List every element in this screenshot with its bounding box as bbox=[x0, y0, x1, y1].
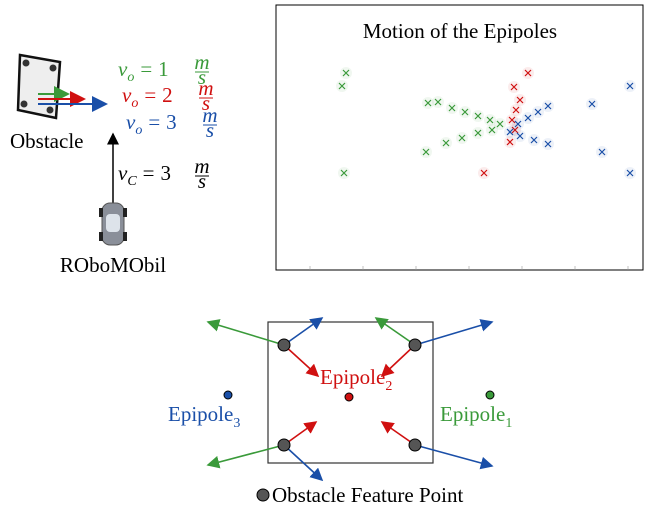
epipole-text: Epipole bbox=[168, 402, 233, 426]
vehicle-label: RObоMObil bbox=[60, 253, 166, 277]
subscript: C bbox=[127, 174, 137, 189]
equation-main: vo=1 bbox=[118, 57, 169, 85]
epipole-text: Epipole bbox=[320, 365, 385, 389]
unit-denominator: s bbox=[206, 118, 214, 142]
epipole-text: Epipole bbox=[440, 402, 505, 426]
number: 2 bbox=[162, 83, 173, 107]
epipole-point bbox=[345, 393, 353, 401]
epipole-label: Epipole1 bbox=[440, 402, 512, 431]
epipole-label: Epipole2 bbox=[320, 365, 392, 394]
plot-title: Motion of the Epipoles bbox=[363, 19, 557, 43]
equals: = bbox=[144, 83, 156, 107]
epipole-subscript: 1 bbox=[505, 416, 512, 431]
number: 3 bbox=[161, 161, 172, 185]
equation-main: vC=3 bbox=[118, 161, 171, 189]
legend-marker bbox=[257, 489, 269, 501]
vehicle-icon bbox=[99, 203, 127, 245]
obstacle-label: Obstacle bbox=[10, 129, 83, 153]
equals: = bbox=[148, 110, 160, 134]
equals: = bbox=[143, 161, 155, 185]
number: 3 bbox=[166, 110, 177, 134]
subscript: o bbox=[131, 96, 138, 111]
obstacle-frame bbox=[268, 322, 433, 463]
equals: = bbox=[140, 57, 152, 81]
equation-main: vo=3 bbox=[126, 110, 177, 138]
equation-main: vo=2 bbox=[122, 83, 173, 111]
epipole-point bbox=[486, 391, 494, 399]
figure: Obstacle RObоMObil vo=1msvo=2msvo=3msvC=… bbox=[0, 0, 653, 508]
obstacle-icon bbox=[18, 55, 60, 118]
epipole-subscript: 2 bbox=[385, 379, 392, 394]
unit-denominator: s bbox=[198, 169, 206, 193]
epipole-point bbox=[224, 391, 232, 399]
subscript: o bbox=[135, 123, 142, 138]
epipole-subscript: 3 bbox=[233, 416, 240, 431]
number: 1 bbox=[158, 57, 169, 81]
epipole-label: Epipole3 bbox=[168, 402, 240, 431]
legend-label: Obstacle Feature Point bbox=[272, 483, 463, 507]
